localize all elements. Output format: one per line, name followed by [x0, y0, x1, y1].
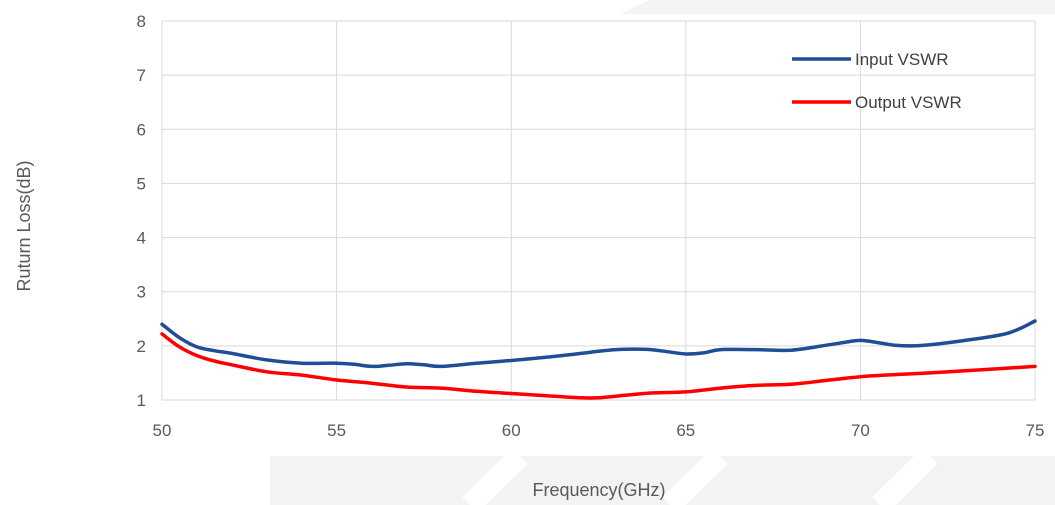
- x-tick-label: 60: [502, 421, 521, 440]
- x-tick-label: 50: [153, 421, 172, 440]
- gridlines: [161, 20, 1036, 401]
- tick-labels: 1 2 3 4 5 6 7 8 50 55 60 65 70 75: [137, 12, 1045, 440]
- y-tick-label: 2: [137, 337, 146, 356]
- background-decoration: [270, 0, 1055, 505]
- y-tick-label: 1: [137, 391, 146, 410]
- y-tick-label: 7: [137, 66, 146, 85]
- y-tick-label: 4: [137, 229, 146, 248]
- x-tick-label: 65: [676, 421, 695, 440]
- series-line-output-vswr: [160, 332, 1037, 400]
- x-tick-label: 70: [851, 421, 870, 440]
- x-tick-label: 75: [1026, 421, 1045, 440]
- bg-slash: [462, 448, 528, 505]
- legend-label-output-vswr: Output VSWR: [855, 93, 962, 112]
- x-axis-title: Frequency(GHz): [532, 480, 665, 500]
- bg-stripe: [620, 0, 1055, 14]
- y-tick-label: 8: [137, 12, 146, 31]
- x-tick-label: 55: [327, 421, 346, 440]
- y-tick-label: 3: [137, 283, 146, 302]
- series-lines: [160, 319, 1037, 400]
- bg-slash: [662, 448, 728, 505]
- y-axis-title: Ruturn Loss(dB): [14, 160, 34, 291]
- legend-label-input-vswr: Input VSWR: [855, 50, 949, 69]
- plot-border: [161, 20, 1036, 401]
- bg-band: [270, 456, 1055, 505]
- bg-slash: [872, 448, 938, 505]
- y-tick-label: 6: [137, 120, 146, 139]
- series-line-input-vswr: [160, 319, 1037, 369]
- legend: Input VSWR Output VSWR: [792, 50, 962, 112]
- y-tick-label: 5: [137, 174, 146, 193]
